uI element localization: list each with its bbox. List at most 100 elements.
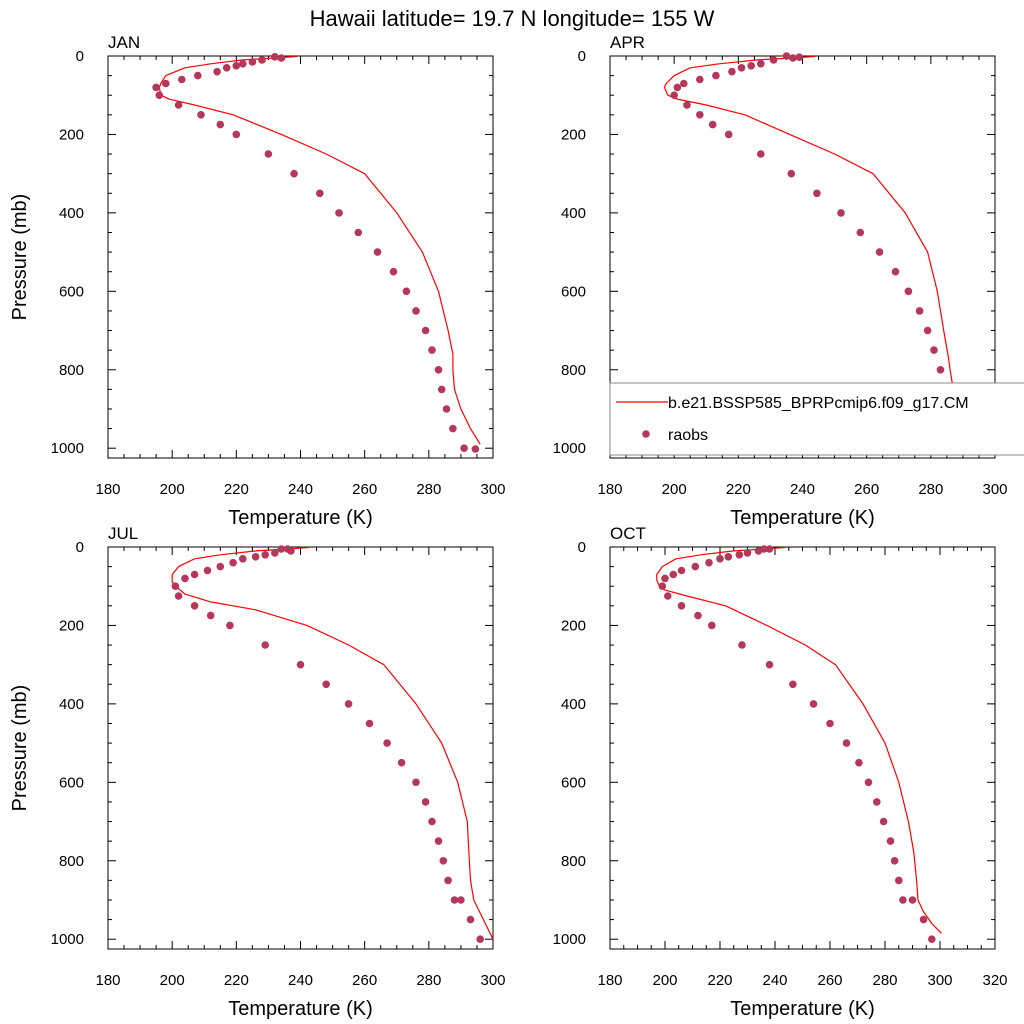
y-tick-label: 200 bbox=[561, 617, 586, 634]
legend-frame bbox=[609, 382, 1024, 456]
raobs-point bbox=[728, 67, 736, 76]
raobs-point bbox=[155, 91, 164, 99]
legend: b.e21.BSSP585_BPRPcmip6.f09_g17.CM raobs bbox=[609, 382, 1024, 456]
raobs-point bbox=[421, 326, 430, 335]
panel-title: JUL bbox=[108, 524, 138, 543]
raobs-point bbox=[197, 111, 205, 119]
raobs-point bbox=[277, 54, 286, 62]
y-tick-label: 0 bbox=[76, 539, 84, 556]
y-tick-label: 200 bbox=[59, 126, 84, 143]
raobs-point bbox=[769, 56, 778, 64]
raobs-point bbox=[669, 570, 678, 579]
raobs-point bbox=[716, 555, 724, 563]
raobs-point bbox=[444, 876, 452, 885]
raobs-point bbox=[787, 169, 796, 178]
raobs-point bbox=[290, 169, 298, 178]
legend-marker-swatch bbox=[642, 430, 650, 438]
x-tick-label: 280 bbox=[918, 481, 943, 498]
raobs-point bbox=[923, 326, 932, 335]
y-tick-label: 800 bbox=[59, 853, 84, 870]
y-tick-label: 600 bbox=[59, 774, 84, 791]
raobs-point bbox=[757, 150, 765, 158]
x-tick-label: 220 bbox=[707, 972, 732, 989]
x-tick-label: 260 bbox=[352, 481, 377, 498]
raobs-point bbox=[670, 91, 678, 99]
y-tick-label: 600 bbox=[561, 774, 586, 791]
raobs-point bbox=[466, 915, 475, 924]
raobs-point bbox=[724, 553, 733, 561]
raobs-point bbox=[203, 566, 212, 575]
raobs-point bbox=[795, 53, 804, 61]
raobs-point bbox=[239, 60, 247, 68]
raobs-point bbox=[344, 700, 353, 708]
y-tick-label: 800 bbox=[59, 362, 84, 379]
raobs-point bbox=[476, 935, 485, 943]
raobs-point bbox=[271, 549, 279, 557]
y-tick-label: 1000 bbox=[51, 931, 84, 948]
raobs-point bbox=[873, 798, 881, 806]
raobs-point bbox=[826, 719, 834, 728]
x-tick-label: 240 bbox=[790, 481, 815, 498]
raobs-point bbox=[442, 405, 451, 413]
x-axis-label: Temperature (K) bbox=[228, 507, 373, 529]
raobs-point bbox=[904, 287, 913, 296]
raobs-point bbox=[875, 248, 884, 256]
raobs-point bbox=[178, 75, 186, 84]
raobs-point bbox=[271, 53, 279, 61]
raobs-point bbox=[737, 64, 746, 72]
y-tick-label: 1000 bbox=[553, 931, 586, 948]
x-tick-label: 300 bbox=[480, 972, 505, 989]
raobs-point bbox=[190, 602, 199, 610]
raobs-point bbox=[928, 935, 936, 943]
plot-frame bbox=[107, 55, 494, 459]
panel-title: APR bbox=[610, 33, 645, 52]
panels: JAN 180 200 220 240 260 280 300 0 200 400 600 800 100… bbox=[9, 33, 1008, 1020]
y-axis-label: Pressure (mb) bbox=[9, 685, 31, 812]
raobs-point bbox=[891, 267, 900, 276]
x-tick-label: 260 bbox=[854, 481, 879, 498]
y-tick-label: 600 bbox=[561, 283, 586, 300]
raobs-point bbox=[895, 876, 903, 885]
y-axis-label: Pressure (mb) bbox=[9, 194, 31, 321]
raobs-point bbox=[412, 307, 420, 315]
raobs-point bbox=[261, 641, 270, 649]
raobs-point bbox=[712, 71, 720, 80]
x-tick-label: 240 bbox=[288, 972, 313, 989]
legend-label-raobs: raobs bbox=[668, 427, 708, 444]
raobs-point bbox=[738, 641, 746, 649]
y-tick-label: 0 bbox=[578, 48, 586, 65]
x-tick-label: 200 bbox=[662, 481, 687, 498]
raobs-point bbox=[248, 58, 257, 66]
raobs-point bbox=[322, 680, 331, 689]
raobs-point bbox=[899, 896, 907, 904]
raobs-point bbox=[879, 817, 888, 826]
chart-panel-jul: JUL 180 200 220 240 260 280 300 0 200 400 600 800 100… bbox=[9, 524, 506, 1020]
panel-title: OCT bbox=[610, 524, 646, 543]
raobs-point bbox=[216, 120, 225, 129]
raobs-point bbox=[449, 424, 457, 433]
x-tick-label: 280 bbox=[416, 972, 441, 989]
raobs-point bbox=[677, 602, 686, 610]
raobs-point bbox=[694, 611, 702, 620]
raobs-point bbox=[316, 189, 324, 198]
y-tick-label: 200 bbox=[561, 126, 586, 143]
y-tick-label: 800 bbox=[561, 853, 586, 870]
raobs-point bbox=[908, 896, 917, 904]
raobs-point bbox=[434, 837, 443, 845]
y-tick-label: 0 bbox=[578, 539, 586, 556]
raobs-point bbox=[856, 228, 865, 237]
raobs-point bbox=[696, 111, 704, 119]
x-tick-label: 200 bbox=[160, 972, 185, 989]
raobs-point bbox=[789, 680, 797, 689]
raobs-point bbox=[677, 566, 686, 575]
y-tick-label: 200 bbox=[59, 617, 84, 634]
raobs-point bbox=[789, 54, 797, 62]
raobs-point bbox=[216, 562, 225, 571]
raobs-point bbox=[412, 778, 420, 787]
raobs-point bbox=[782, 52, 791, 60]
raobs-point bbox=[373, 248, 382, 256]
raobs-point bbox=[421, 798, 430, 806]
raobs-point bbox=[658, 582, 667, 590]
raobs-point bbox=[402, 287, 411, 296]
raobs-point bbox=[365, 719, 374, 728]
